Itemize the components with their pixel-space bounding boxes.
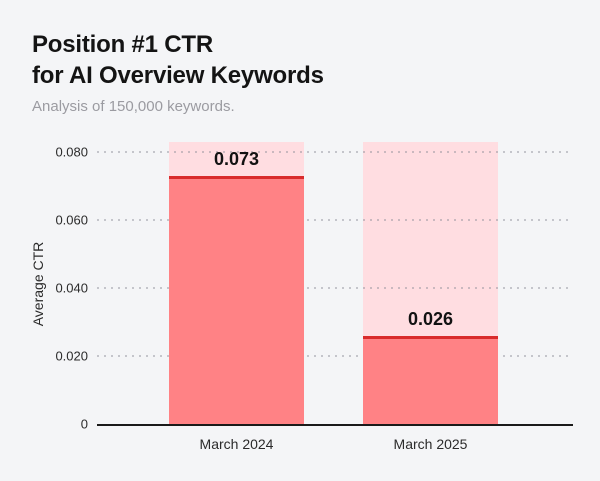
y-tick-label: 0 [80,416,88,432]
gridline [97,355,573,357]
y-tick-label: 0.020 [55,348,88,364]
bar-group: 0.026 March 2025 [363,142,498,452]
gridline [97,151,573,153]
x-axis-line [97,424,573,426]
x-axis-category-label: March 2024 [199,436,274,452]
plot-area: 0 0.020 0.040 0.060 0.080 0.073 March 2024 0.02… [55,142,573,452]
chart-title-line2: for AI Overview Keywords [32,62,324,89]
bar-fill [169,176,304,424]
bar-group: 0.073 March 2024 [169,142,304,452]
chart-title: Position #1 CTR for AI Overview Keywords [32,29,324,91]
chart-subtitle: Analysis of 150,000 keywords. [32,98,235,115]
y-tick-label: 0.060 [55,212,88,228]
bar-value-label: 0.026 [407,309,454,329]
y-axis-title: Average CTR [30,241,46,327]
y-tick-label: 0.040 [55,280,88,296]
gridline [97,219,573,221]
bar-value-label: 0.073 [213,149,260,169]
gridline [97,287,573,289]
x-axis-category-label: March 2025 [393,436,468,452]
chart-title-line1: Position #1 CTR [32,31,214,58]
bar-fill [363,336,498,424]
y-tick-label: 0.080 [55,144,88,160]
